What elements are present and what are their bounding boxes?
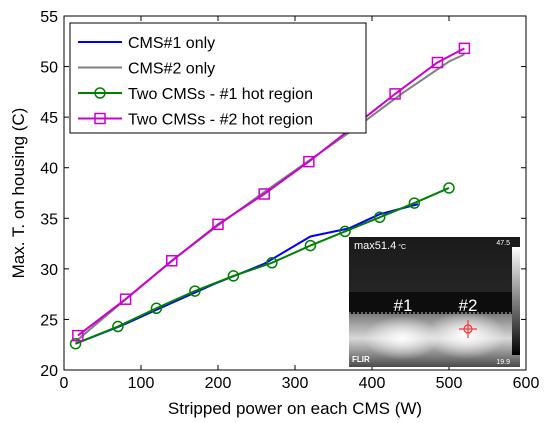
y-tick-label: 50 — [40, 60, 58, 77]
data-point-4 — [431, 56, 444, 69]
data-point-4 — [212, 218, 224, 231]
x-tick-label: 0 — [60, 375, 69, 392]
x-tick-label: 400 — [359, 375, 386, 392]
thermal-scale-bar — [512, 247, 520, 355]
hot-region-1 — [364, 316, 440, 360]
series-line-4 — [77, 47, 465, 337]
data-point-3 — [443, 182, 455, 194]
y-tick-label: 45 — [40, 110, 58, 127]
x-tick-label: 500 — [436, 375, 463, 392]
axis-ticks: 0 100 200 300 400 500 600 20 25 30 35 40 45 50 55 — [40, 9, 539, 392]
y-tick-label: 40 — [40, 161, 58, 178]
x-tick-label: 200 — [205, 375, 232, 392]
flir-logo: FLIR — [352, 355, 370, 364]
x-tick-label: 600 — [513, 375, 540, 392]
data-point-4 — [166, 255, 178, 267]
hot-region-2 — [426, 311, 506, 359]
thermal-dark-band — [349, 292, 512, 314]
thermal-label-1: #1 — [394, 296, 413, 315]
data-point-3 — [150, 302, 163, 315]
y-tick-label: 25 — [40, 312, 58, 329]
data-point-3 — [189, 285, 201, 297]
data-point-4 — [303, 155, 315, 168]
y-tick-label: 30 — [40, 262, 58, 279]
data-point-4 — [458, 42, 471, 55]
crosshair-icon — [459, 320, 477, 338]
legend-label-4: Two CMSs - #2 hot region — [128, 112, 313, 129]
series-line-1 — [75, 203, 419, 345]
data-point-4 — [389, 88, 401, 100]
y-tick-label: 35 — [40, 211, 58, 228]
legend: CMS#1 only CMS#2 only Two CMSs - #1 hot re… — [69, 22, 367, 134]
data-point-3 — [112, 320, 124, 333]
legend-label-2: CMS#2 only — [128, 61, 215, 78]
x-tick-label: 300 — [282, 375, 309, 392]
x-tick-label: 100 — [128, 375, 155, 392]
thermal-label-2: #2 — [459, 296, 478, 315]
thermal-scale-top: 47.5 — [496, 240, 510, 247]
thermal-scale-bottom: 19.9 — [496, 359, 510, 366]
data-point-3 — [266, 257, 278, 269]
y-tick-label: 55 — [40, 9, 58, 26]
data-point-3 — [304, 239, 317, 252]
legend-label-3: Two CMSs - #1 hot region — [128, 86, 313, 103]
data-point-3 — [408, 197, 421, 209]
data-point-4 — [72, 329, 84, 342]
data-point-3 — [227, 270, 240, 282]
y-axis-label: Max. T. on housing (C) — [9, 108, 28, 279]
legend-marker-4 — [94, 112, 106, 125]
thermal-max-readout: max51.4 °C — [354, 240, 406, 252]
series-lines — [74, 47, 465, 345]
y-tick-label: 20 — [40, 363, 58, 380]
data-point-3 — [339, 225, 351, 238]
legend-marker-3 — [94, 87, 106, 99]
series-line-3 — [75, 186, 450, 345]
data-point-3 — [373, 211, 386, 224]
x-axis-label: Stripped power on each CMS (W) — [168, 399, 422, 418]
thermal-image-inset: max51.4 °C 47.5 19.9 #1 #2 FLIR — [349, 237, 520, 367]
data-point-3 — [69, 337, 82, 350]
series-markers — [69, 42, 471, 350]
data-point-4 — [119, 293, 132, 305]
legend-label-1: CMS#1 only — [128, 35, 215, 52]
data-point-4 — [258, 188, 270, 200]
